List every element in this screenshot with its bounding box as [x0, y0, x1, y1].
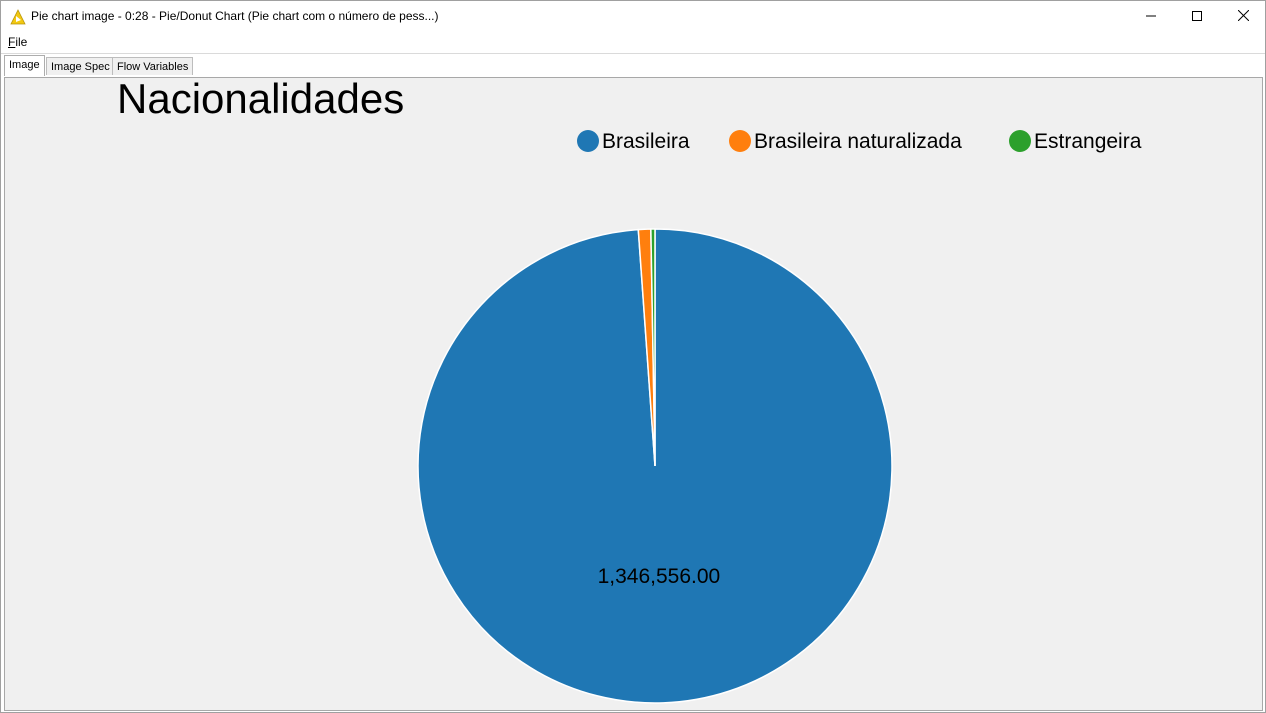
legend-item-brasileira[interactable]: Brasileira — [577, 130, 690, 153]
pie-data-label: 1,346,556.00 — [598, 565, 721, 588]
legend-marker — [577, 130, 599, 152]
pie-data-labels: 1,346,556.00 — [598, 565, 721, 588]
legend-label: Brasileira naturalizada — [754, 130, 962, 153]
tab-flow-variables[interactable]: Flow Variables — [112, 57, 194, 75]
chart-title: Nacionalidades — [117, 78, 404, 122]
minimize-icon — [1146, 8, 1156, 26]
pie-slices — [417, 228, 893, 704]
maximize-icon — [1192, 8, 1202, 26]
legend-label: Estrangeira — [1034, 130, 1142, 153]
tab-image[interactable]: Image — [4, 55, 45, 76]
menu-file[interactable]: File — [8, 35, 27, 49]
window-title: Pie chart image - 0:28 - Pie/Donut Chart… — [31, 9, 439, 23]
chart-image-panel: Nacionalidades Brasileira Brasileira natu… — [4, 77, 1263, 711]
close-button[interactable] — [1220, 1, 1265, 32]
maximize-button[interactable] — [1174, 1, 1220, 32]
pie-slice-estrangeira — [650, 228, 656, 467]
menu-file-mnemonic: F — [8, 35, 16, 49]
tab-image-spec[interactable]: Image Spec — [46, 57, 115, 75]
chart-legend: Brasileira Brasileira naturalizada Estrang… — [577, 130, 1142, 153]
title-bar: Pie chart image - 0:28 - Pie/Donut Chart… — [1, 1, 1265, 32]
minimize-button[interactable] — [1128, 1, 1174, 32]
legend-item-brasileira-naturalizada[interactable]: Brasileira naturalizada — [729, 130, 962, 153]
pie-chart: Nacionalidades Brasileira Brasileira natu… — [117, 78, 1142, 704]
tab-bar: Image Image Spec Flow Variables — [1, 53, 1265, 76]
legend-label: Brasileira — [602, 130, 690, 153]
warning-triangle-icon — [10, 9, 26, 25]
menu-bar: File — [1, 32, 1265, 52]
legend-marker — [729, 130, 751, 152]
legend-marker — [1009, 130, 1031, 152]
close-icon — [1237, 8, 1249, 26]
legend-item-estrangeira[interactable]: Estrangeira — [1009, 130, 1142, 153]
menu-file-rest: ile — [15, 35, 28, 49]
